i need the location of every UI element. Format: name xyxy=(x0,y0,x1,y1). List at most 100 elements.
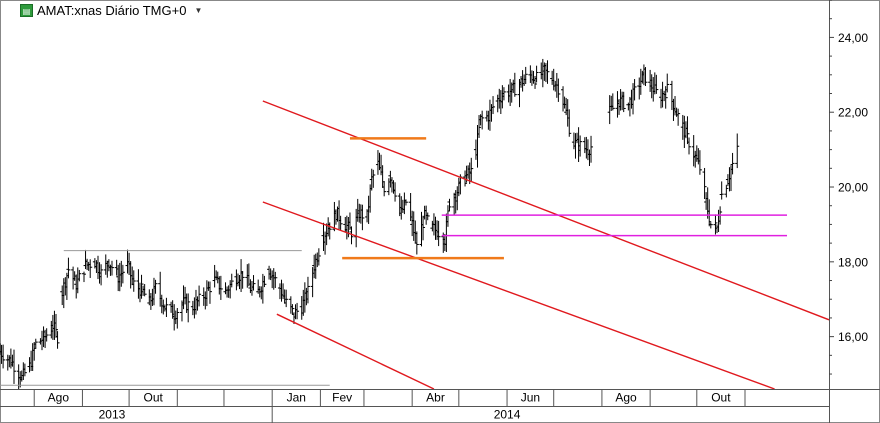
price-bar xyxy=(382,181,387,197)
price-bar xyxy=(523,66,528,85)
price-bar xyxy=(53,313,58,338)
price-bar xyxy=(262,275,267,288)
price-bar xyxy=(676,108,681,126)
price-bar xyxy=(707,199,712,227)
price-bar xyxy=(480,110,485,130)
y-tick-label: 16,00 xyxy=(838,330,868,344)
price-bar xyxy=(685,116,690,145)
price-bar xyxy=(142,284,147,297)
price-bar xyxy=(218,275,223,300)
price-bar xyxy=(153,279,158,294)
price-bar xyxy=(436,220,441,247)
price-bar xyxy=(445,205,450,227)
price-bar xyxy=(632,79,637,101)
price-bar xyxy=(66,257,71,279)
y-tick-label: 22,00 xyxy=(838,106,868,120)
price-bar xyxy=(724,184,729,198)
y-tick-label: 18,00 xyxy=(838,255,868,269)
price-bar xyxy=(719,181,724,200)
x-month-label: Out xyxy=(144,391,164,405)
price-bar xyxy=(284,289,289,308)
price-bar xyxy=(610,93,615,111)
x-month-label: Jan xyxy=(287,391,306,405)
price-bar xyxy=(81,271,86,283)
x-month-label: Out xyxy=(711,391,731,405)
price-bar xyxy=(120,264,125,284)
x-month-label: Ago xyxy=(615,391,637,405)
price-bar xyxy=(643,67,648,87)
price-bar xyxy=(338,215,343,231)
price-bar xyxy=(327,222,332,240)
x-year-label: 2013 xyxy=(99,408,126,422)
price-bar xyxy=(414,231,419,255)
price-bar xyxy=(44,328,49,342)
y-tick-label: 24,00 xyxy=(838,31,868,45)
drawings xyxy=(0,100,829,389)
price-bar xyxy=(77,269,82,282)
price-bar xyxy=(371,169,376,188)
price-bar xyxy=(229,273,234,288)
price-bar xyxy=(447,198,452,211)
price-bar xyxy=(316,248,321,266)
price-bar xyxy=(240,271,245,289)
price-bar xyxy=(708,222,713,229)
price-bar xyxy=(534,65,539,83)
x-month-label: Jun xyxy=(521,391,540,405)
chart-app-icon: ▤ xyxy=(20,3,33,17)
price-bar xyxy=(305,276,310,304)
price-bar xyxy=(251,275,256,291)
price-bar xyxy=(512,72,517,97)
price-bar xyxy=(88,259,93,278)
price-bar xyxy=(22,363,27,377)
price-bar xyxy=(654,74,659,94)
price-bar xyxy=(545,60,550,84)
price-bar xyxy=(425,212,430,221)
x-month-label: Ago xyxy=(48,391,70,405)
middle-channel xyxy=(262,201,775,389)
x-axis: Ago Out Jan Fev Abr Jun Ago Out 2013 2014 xyxy=(33,389,746,423)
x-month-label: Fev xyxy=(332,391,352,405)
price-bar xyxy=(273,271,278,289)
price-bar xyxy=(469,157,474,182)
price-bar xyxy=(197,285,202,307)
price-bar xyxy=(11,349,16,384)
price-bar xyxy=(175,308,180,329)
chevron-down-icon[interactable]: ▼ xyxy=(194,5,203,15)
price-bar xyxy=(207,281,212,304)
price-bar xyxy=(621,91,626,113)
x-month-label: Abr xyxy=(426,391,445,405)
price-bar xyxy=(186,293,191,323)
price-bar xyxy=(349,226,354,245)
price-bar xyxy=(99,264,104,286)
price-bar xyxy=(491,96,496,115)
price-bar xyxy=(109,260,114,276)
price-bar xyxy=(589,135,594,163)
y-axis: 16,00 18,00 20,00 22,00 24,00 xyxy=(829,0,868,375)
x-year-label: 2014 xyxy=(494,408,521,422)
price-bar xyxy=(735,133,740,169)
price-bar xyxy=(55,331,60,349)
price-bar xyxy=(713,214,718,235)
price-bar xyxy=(567,109,572,137)
price-bar xyxy=(477,115,482,138)
price-bar xyxy=(1,344,6,369)
price-bar xyxy=(139,274,144,299)
price-bar xyxy=(556,78,561,102)
upper-channel xyxy=(262,100,829,321)
price-bar xyxy=(730,152,735,175)
chart-header[interactable]: ▤ AMAT:xnas Diário TMG+0 ▼ xyxy=(20,2,202,18)
price-bar xyxy=(33,338,38,349)
price-bar xyxy=(421,215,426,241)
price-bar xyxy=(403,199,408,206)
price-bar xyxy=(697,150,702,175)
price-bar xyxy=(393,182,398,202)
price-bar xyxy=(164,297,169,318)
price-bar xyxy=(687,137,692,155)
y-tick-label: 20,00 xyxy=(838,181,868,195)
price-bar xyxy=(665,73,670,93)
price-bar xyxy=(702,167,707,200)
price-bar xyxy=(578,135,583,157)
